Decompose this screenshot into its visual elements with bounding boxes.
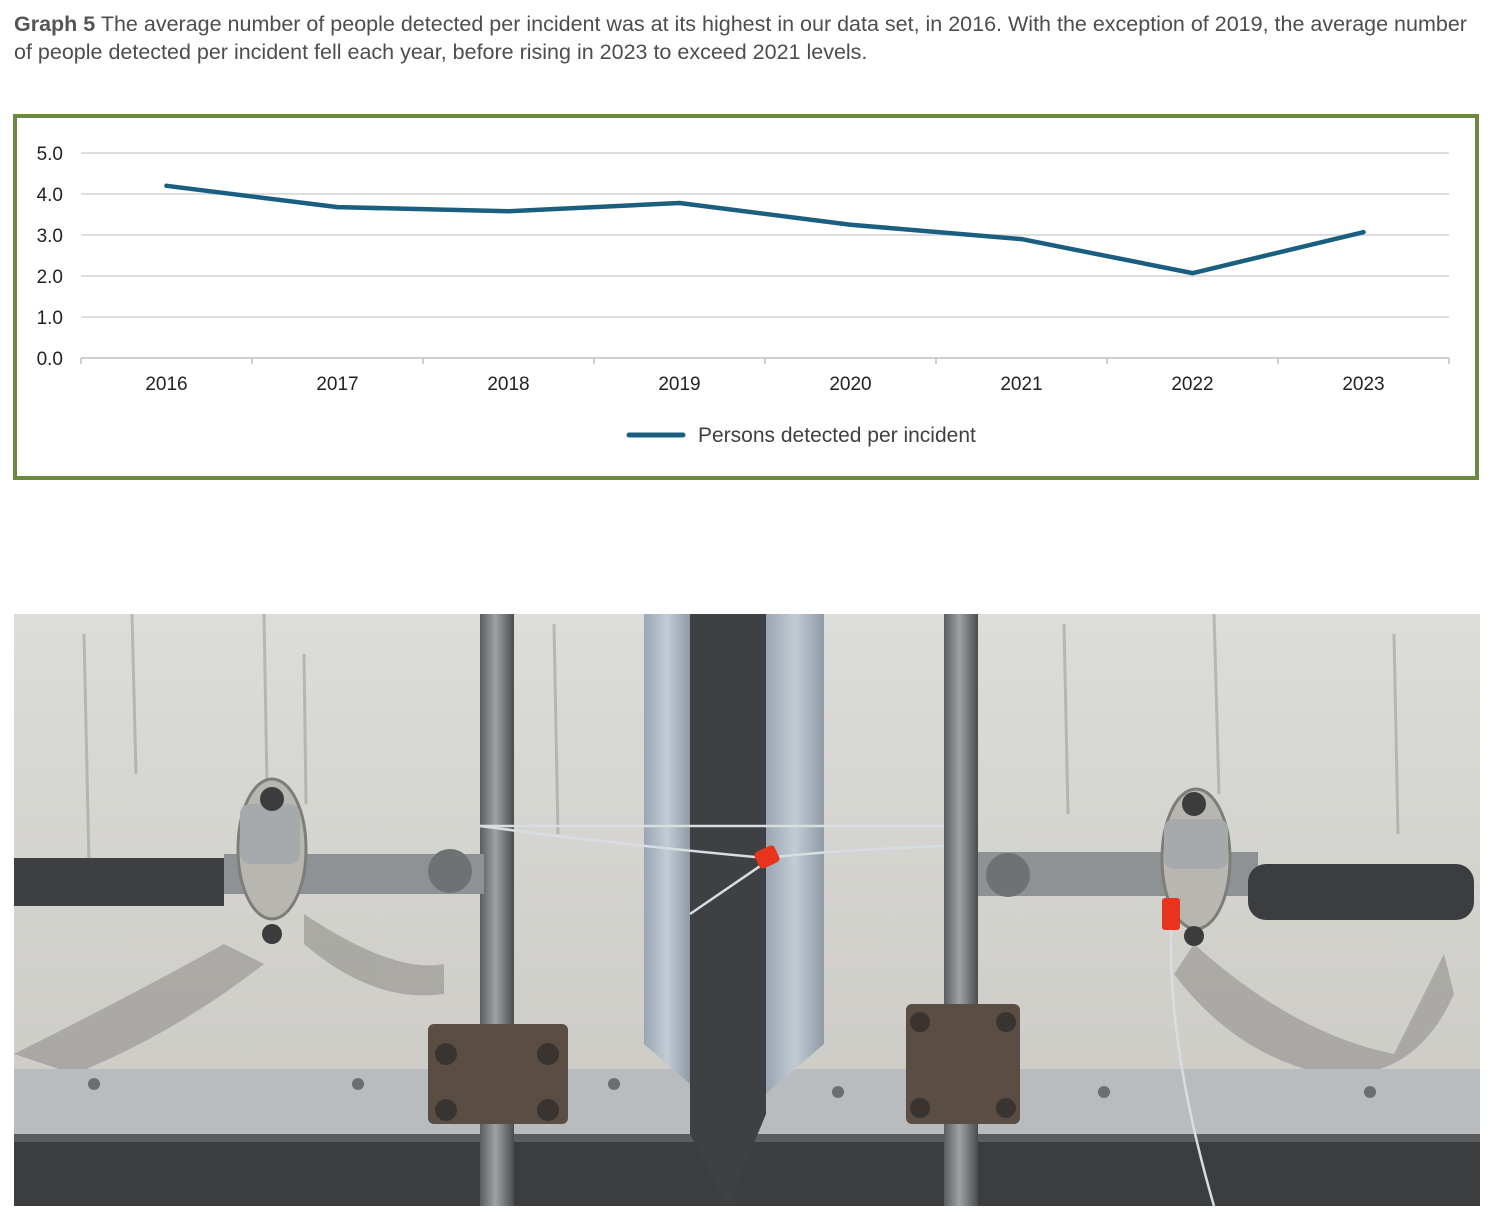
x-tick-label: 2018 <box>487 374 529 395</box>
chart-panel: 0.0 1.0 2.0 3.0 4.0 5.0 2016 2017 2018 2019 2020 20… <box>13 114 1479 480</box>
y-tick-label: 3.0 <box>37 226 63 247</box>
y-tick-label: 5.0 <box>37 144 63 165</box>
right-hasp-pin <box>1182 792 1206 816</box>
trailer-door-photo <box>14 614 1480 1206</box>
left-rod-bracket <box>428 1024 568 1124</box>
y-tick-label: 0.0 <box>37 349 63 370</box>
x-tick-label: 2022 <box>1171 374 1213 395</box>
data-point <box>1361 229 1366 235</box>
data-point <box>848 222 853 227</box>
line-chart: 0.0 1.0 2.0 3.0 4.0 5.0 2016 2017 2018 2019 2020 20… <box>37 144 1450 447</box>
right-rod-bracket <box>906 1004 1020 1124</box>
left-hasp-pin <box>260 787 284 811</box>
caption-text: The average number of people detected pe… <box>14 12 1467 64</box>
data-point <box>506 209 511 214</box>
series-line <box>164 183 1366 276</box>
left-handle-bar <box>14 858 224 906</box>
sill-rivets <box>88 1078 1376 1098</box>
center-security-seal <box>754 845 780 869</box>
figure-caption: Graph 5 The average number of people det… <box>14 10 1484 66</box>
y-tick-label: 2.0 <box>37 267 63 288</box>
right-hasp <box>1164 819 1228 869</box>
y-tick-label: 4.0 <box>37 185 63 206</box>
data-point <box>1019 236 1024 242</box>
x-tick-label: 2020 <box>829 374 871 395</box>
x-tick-label: 2023 <box>1342 374 1384 395</box>
y-tick-label: 1.0 <box>37 308 63 329</box>
x-tick-label: 2021 <box>1000 374 1042 395</box>
graph-label: Graph 5 <box>14 12 96 36</box>
bar-shadows <box>14 914 1454 1075</box>
data-point <box>677 200 682 206</box>
center-seal-gasket <box>690 614 766 1206</box>
data-point <box>1190 270 1195 276</box>
left-bar-pivot <box>428 849 472 893</box>
seal-cables <box>479 824 1216 1206</box>
trailer-door-illustration <box>14 614 1480 1206</box>
x-tick-label: 2016 <box>145 374 187 395</box>
x-tick-label: 2019 <box>658 374 700 395</box>
left-hasp <box>240 804 300 864</box>
right-handle-bar <box>1248 864 1474 920</box>
right-security-seal <box>1162 898 1180 930</box>
data-point <box>335 204 340 210</box>
right-bar-pivot <box>986 853 1030 897</box>
data-point <box>164 183 169 188</box>
x-tick-label: 2017 <box>316 374 358 395</box>
legend-label: Persons detected per incident <box>698 424 976 447</box>
